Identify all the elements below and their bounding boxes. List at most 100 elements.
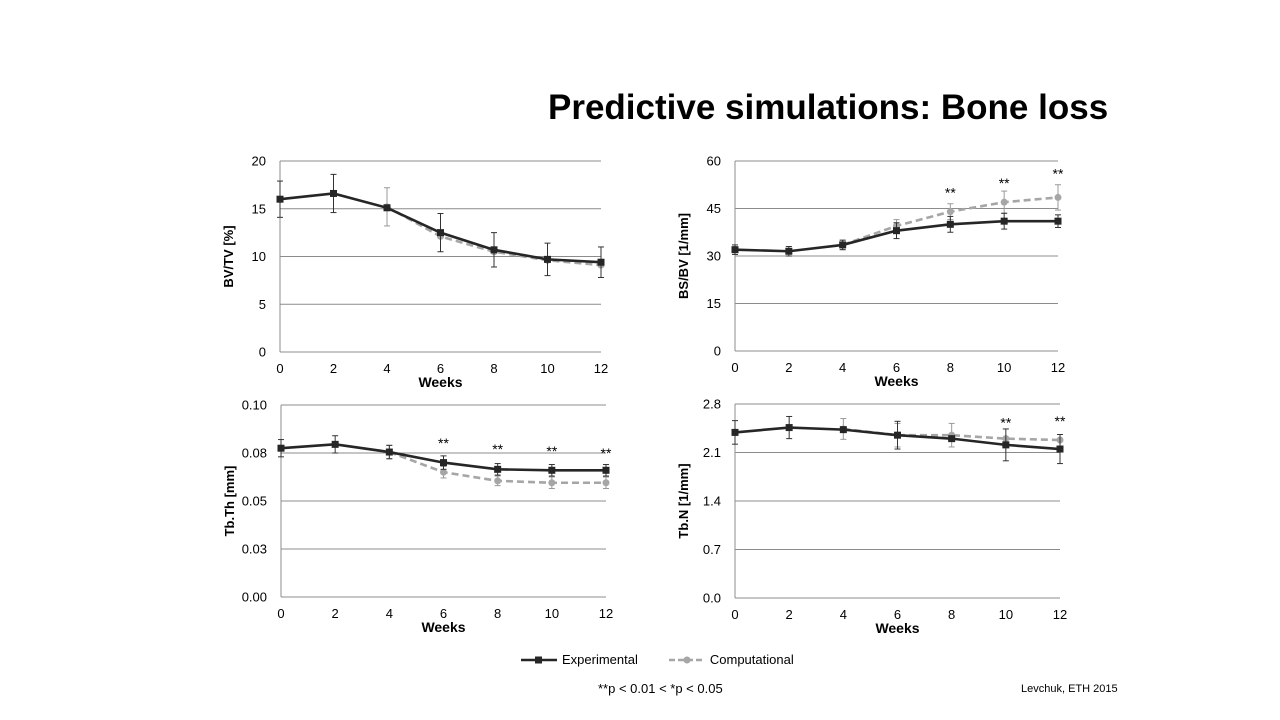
- computational-point: [602, 479, 610, 487]
- experimental-point: [331, 440, 339, 448]
- x-tick-label: 6: [437, 361, 444, 376]
- significance-marker: **: [601, 445, 612, 461]
- y-axis-label: BV/TV [%]: [221, 225, 236, 287]
- experimental-point: [785, 424, 793, 432]
- computational-point: [494, 477, 502, 485]
- legend: Experimental Computational: [520, 652, 818, 667]
- y-tick-label: 0: [259, 345, 266, 360]
- experimental-point: [437, 229, 444, 237]
- x-axis-label: Weeks: [874, 373, 918, 389]
- computational-point: [548, 479, 556, 487]
- experimental-point: [385, 448, 393, 456]
- x-tick-label: 12: [599, 606, 613, 621]
- x-tick-label: 2: [785, 360, 792, 375]
- x-axis-label: Weeks: [418, 374, 462, 390]
- x-tick-label: 8: [948, 607, 955, 622]
- x-tick-label: 10: [545, 606, 559, 621]
- x-tick-label: 8: [490, 361, 497, 376]
- significance-marker: **: [945, 184, 956, 200]
- y-axis-label: Tb.Th [mm]: [222, 466, 237, 537]
- experimental-point: [839, 426, 847, 434]
- computational-point: [946, 208, 954, 216]
- x-tick-label: 4: [386, 606, 393, 621]
- citation: Levchuk, ETH 2015: [1021, 683, 1118, 695]
- significance-marker: **: [1055, 413, 1066, 429]
- y-axis-label: Tb.N [1/mm]: [676, 463, 691, 538]
- experimental-point: [1000, 217, 1008, 225]
- experimental-point: [330, 189, 337, 197]
- slide-title: Predictive simulations: Bone loss: [548, 88, 1109, 127]
- x-tick-label: 12: [1051, 360, 1065, 375]
- x-tick-label: 8: [494, 606, 501, 621]
- y-tick-label: 45: [707, 201, 721, 216]
- y-axis-label: BS/BV [1/mm]: [676, 213, 691, 299]
- computational-point: [1000, 198, 1008, 206]
- y-tick-label: 30: [707, 249, 721, 264]
- x-tick-label: 2: [332, 606, 339, 621]
- y-tick-label: 2.8: [703, 397, 721, 412]
- x-tick-label: 0: [277, 606, 284, 621]
- significance-marker: **: [546, 443, 557, 459]
- computational-point: [440, 468, 447, 476]
- x-tick-label: 12: [594, 361, 608, 376]
- legend-label-computational: Computational: [709, 652, 794, 667]
- experimental-line-icon: [521, 656, 557, 663]
- y-tick-label: 0.00: [242, 590, 267, 605]
- x-axis-label: Weeks: [875, 620, 919, 636]
- experimental-point: [276, 195, 284, 203]
- y-tick-label: 60: [707, 154, 721, 169]
- y-tick-label: 0.03: [242, 542, 267, 557]
- computational-point: [1054, 193, 1062, 201]
- experimental-point: [948, 435, 956, 443]
- x-tick-label: 0: [731, 360, 738, 375]
- x-tick-label: 10: [540, 361, 554, 376]
- experimental-point: [490, 246, 498, 254]
- x-tick-label: 0: [731, 607, 738, 622]
- chart-bsbv: 0 15 30 45 60 0 2 4 6 8 10 12 Weeks BS/BV [1/mm] ** ** *…: [676, 154, 1065, 390]
- experimental-point: [731, 246, 739, 254]
- significance-marker: **: [1053, 165, 1064, 181]
- x-tick-label: 4: [383, 361, 390, 376]
- significance-marker: **: [438, 435, 449, 451]
- experimental-point: [597, 258, 605, 266]
- x-tick-label: 2: [330, 361, 337, 376]
- x-tick-label: 10: [997, 360, 1011, 375]
- x-axis-label: Weeks: [421, 619, 465, 635]
- chart-tbth: 0.00 0.03 0.05 0.08 0.10 0 2 4 6 8 10 12 Weeks Tb.Th …: [222, 398, 613, 636]
- experimental-point: [785, 247, 793, 255]
- x-tick-label: 8: [947, 360, 954, 375]
- y-tick-label: 0.0: [703, 591, 721, 606]
- x-tick-label: 2: [786, 607, 793, 622]
- experimental-point: [544, 255, 551, 263]
- x-tick-label: 12: [1053, 607, 1067, 622]
- significance-marker: **: [999, 175, 1010, 191]
- y-tick-label: 1.4: [703, 494, 721, 509]
- experimental-point: [946, 220, 954, 228]
- y-tick-label: 2.1: [703, 445, 721, 460]
- significance-marker: **: [492, 441, 503, 457]
- x-tick-label: 6: [440, 606, 447, 621]
- experimental-point: [494, 465, 502, 473]
- y-tick-label: 0.08: [242, 446, 267, 461]
- y-tick-label: 15: [707, 296, 721, 311]
- y-tick-label: 0.7: [703, 542, 721, 557]
- x-tick-label: 10: [999, 607, 1013, 622]
- y-tick-label: 0.05: [242, 494, 267, 509]
- significance-marker: **: [1000, 415, 1011, 431]
- y-tick-label: 10: [252, 249, 266, 264]
- experimental-point: [731, 428, 739, 436]
- y-tick-label: 5: [259, 297, 266, 312]
- y-tick-label: 0.10: [242, 398, 267, 413]
- experimental-point: [383, 204, 391, 212]
- y-tick-label: 15: [252, 201, 266, 216]
- legend-item-computational: Computational: [668, 652, 794, 667]
- legend-item-experimental: Experimental: [520, 652, 638, 667]
- chart-tbn: 0.0 0.7 1.4 2.1 2.8 0 2 4 6 8 10 12 Weeks Tb.N [1/mm]…: [676, 397, 1067, 637]
- x-tick-label: 6: [893, 360, 900, 375]
- experimental-point: [602, 466, 610, 474]
- experimental-point: [1002, 441, 1010, 449]
- y-tick-label: 0: [714, 344, 721, 359]
- experimental-point: [1054, 217, 1062, 225]
- x-tick-label: 4: [840, 607, 847, 622]
